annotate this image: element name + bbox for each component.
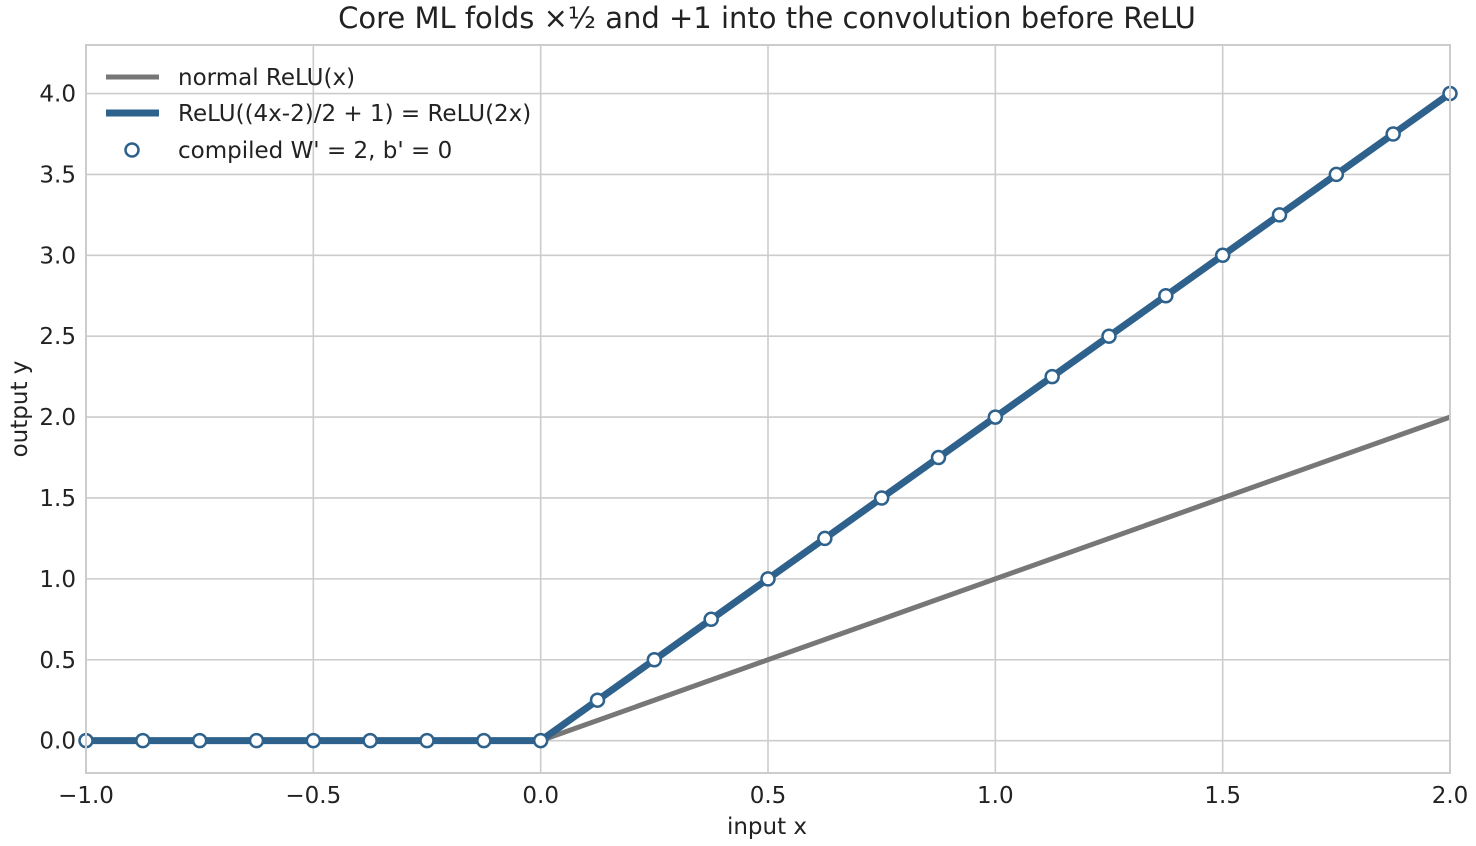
y-tick-label: 0.5 [39, 648, 76, 674]
y-tick-label: 1.5 [39, 486, 76, 512]
data-point [532, 732, 549, 749]
data-point [646, 652, 663, 668]
x-tick-label: 1.5 [1204, 783, 1241, 809]
data-point [760, 571, 776, 587]
y-tick-label: 3.5 [39, 162, 76, 188]
data-point [1328, 166, 1345, 183]
x-tick-label: 1.0 [977, 783, 1014, 809]
y-tick-label: 0.0 [39, 729, 76, 755]
plot-frame [85, 44, 1451, 774]
data-point [135, 732, 151, 749]
data-point [419, 732, 435, 749]
legend-marker-2 [124, 142, 140, 158]
data-point [1385, 126, 1401, 142]
data-point [191, 732, 208, 749]
data-point [1101, 328, 1117, 344]
x-tick-label: 0.5 [750, 783, 787, 809]
y-tick-label: 3.0 [39, 243, 76, 269]
y-tick-label: 2.5 [39, 324, 76, 350]
x-axis-label: input x [727, 814, 807, 840]
data-point [930, 449, 947, 466]
y-tick-label: 4.0 [39, 82, 76, 108]
legend-label-0: normal ReLU(x) [178, 65, 355, 91]
legend-label-2: compiled W' = 2, b' = 0 [178, 138, 452, 164]
data-point [1044, 368, 1060, 385]
data-point [589, 692, 606, 708]
data-point [873, 490, 890, 506]
legend-label-1: ReLU((4x-2)/2 + 1) = ReLU(2x) [178, 101, 531, 127]
chart-title: Core ML folds ×½ and +1 into the convolu… [338, 1, 1196, 35]
y-axis-label: output y [7, 361, 33, 458]
plot-series [78, 85, 1458, 749]
data-point [248, 732, 265, 749]
y-tick-label: 1.0 [39, 567, 76, 593]
data-point [987, 409, 1004, 425]
data-point [305, 732, 322, 749]
data-point [703, 611, 719, 628]
data-point [362, 732, 378, 749]
data-point [1214, 247, 1231, 264]
x-tick-label: −0.5 [285, 783, 341, 809]
x-tick-label: −1.0 [58, 783, 114, 809]
y-tick-label: 2.0 [39, 405, 76, 431]
x-tick-label: 0.0 [522, 783, 559, 809]
x-tick-label: 2.0 [1432, 783, 1469, 809]
data-point [476, 732, 492, 749]
data-point [1271, 207, 1288, 223]
y-tick-labels: 0.0 0.5 1.0 1.5 2.0 2.5 3.0 3.5 4.0 [39, 82, 76, 755]
data-point [817, 530, 833, 547]
x-tick-labels: −1.0 −0.5 0.0 0.5 1.0 1.5 2.0 [58, 783, 1468, 809]
legend: normal ReLU(x) ReLU((4x-2)/2 + 1) = ReLU(… [106, 65, 531, 164]
data-point [1158, 288, 1174, 304]
